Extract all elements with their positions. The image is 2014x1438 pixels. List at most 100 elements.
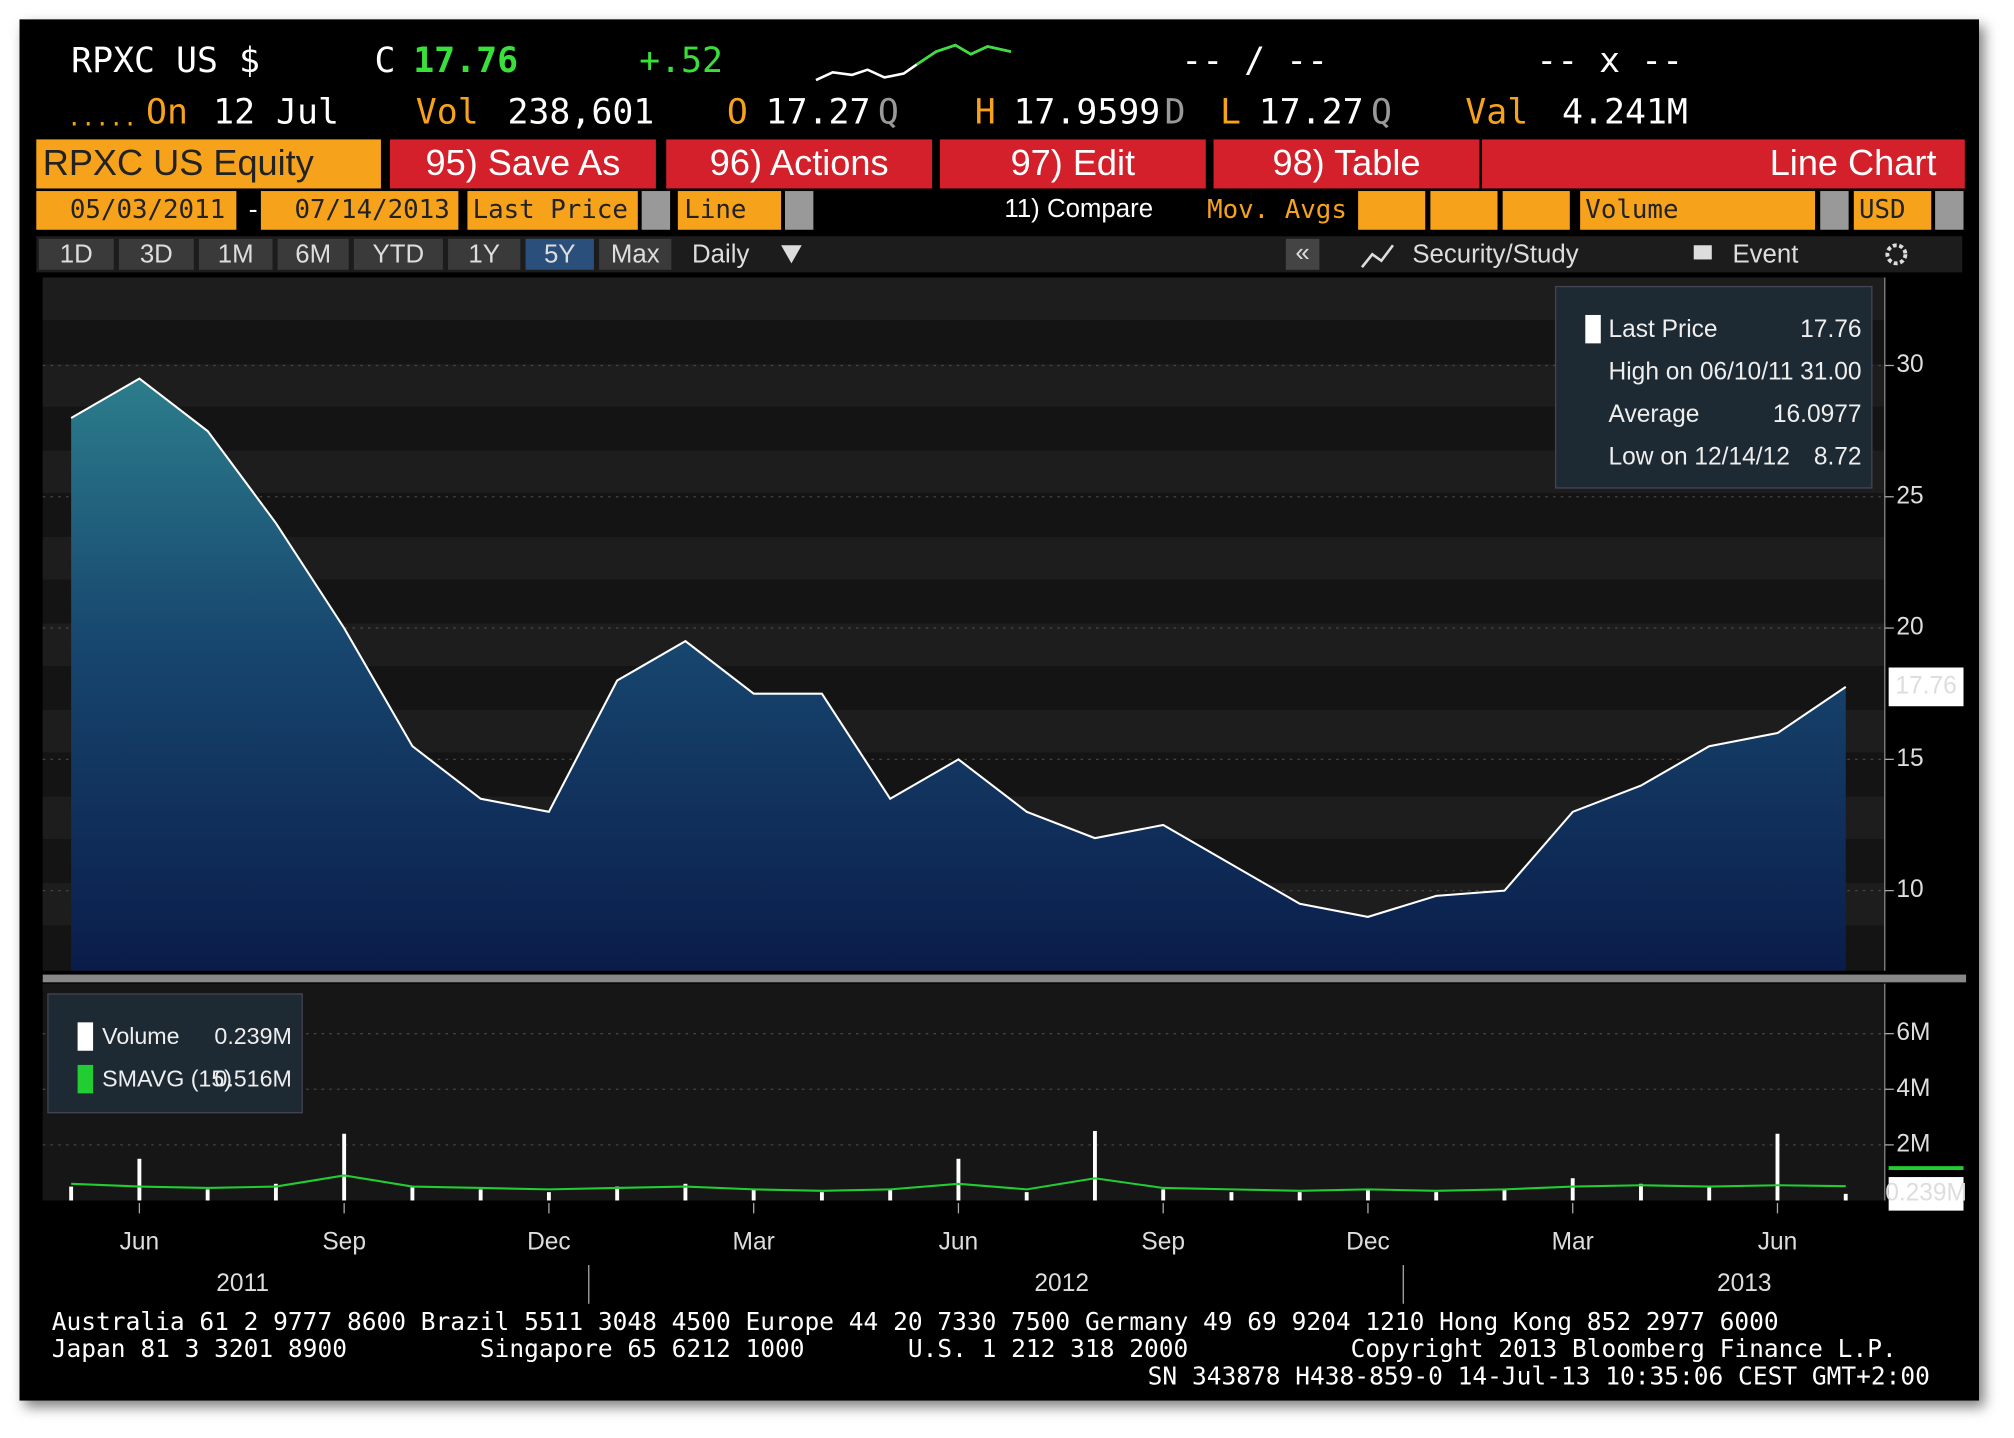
period-tab-label: 6M [295, 240, 331, 268]
settings-icon[interactable] [1885, 243, 1908, 266]
y-tick-label: 15 [1896, 745, 1923, 772]
price-area [71, 378, 1846, 971]
collapse-button[interactable] [1285, 238, 1320, 270]
legend-value: 31.00 [1800, 359, 1861, 386]
pane-divider [42, 974, 1967, 983]
dropdown[interactable] [1820, 191, 1849, 230]
ma-field[interactable] [1430, 191, 1498, 230]
period-tab[interactable] [525, 238, 594, 270]
x-tick-label: Jun [939, 1229, 979, 1256]
volume-bar [1024, 1192, 1029, 1201]
x-tick-label: Mar [733, 1229, 775, 1256]
period-tab[interactable] [277, 238, 349, 270]
y-tick-label: 2M [1896, 1130, 1930, 1157]
lower-study: Volume [1585, 195, 1678, 225]
volume-bar [410, 1186, 415, 1201]
footer-line: Japan 81 3 3201 8900 Singapore 65 6212 1… [52, 1334, 1897, 1363]
dropdown[interactable] [1935, 191, 1964, 230]
style-select[interactable] [677, 191, 782, 230]
legend-value: 16.0977 [1773, 401, 1862, 428]
ma-field[interactable] [1502, 191, 1570, 230]
event-icon [1693, 245, 1712, 260]
dropdown[interactable] [641, 191, 671, 230]
high-source: D [1164, 93, 1185, 133]
volume-bar [205, 1189, 210, 1201]
period-tab[interactable] [38, 238, 114, 270]
volume-bar [956, 1158, 961, 1201]
legend-label: Last Price [1609, 316, 1718, 343]
volume-bar [1639, 1183, 1643, 1201]
toolbar-button[interactable] [666, 139, 933, 189]
security-study[interactable]: Security/Study [1412, 240, 1578, 268]
open: 17.27 [766, 93, 871, 133]
volume-bar [1297, 1192, 1302, 1201]
legend-swatch [77, 1022, 94, 1051]
last-price-label: 17.76 [1895, 672, 1956, 699]
last-volume-tag [1888, 1177, 1964, 1211]
toolbar-button[interactable] [1213, 139, 1480, 189]
lower-select[interactable] [1580, 191, 1816, 230]
currency-select[interactable] [1853, 191, 1932, 230]
footer-line: Australia 61 2 9777 8600 Brazil 5511 304… [52, 1307, 1779, 1336]
high-label: H [975, 93, 996, 133]
volume-bar [1570, 1178, 1575, 1201]
compare[interactable]: 11) Compare [1004, 195, 1153, 223]
frequency[interactable]: Daily [692, 240, 749, 268]
volume-bar [888, 1189, 893, 1201]
dropdown[interactable] [784, 191, 814, 230]
sparkline-recent [915, 43, 1012, 66]
period-tabs: 1D 3D 1M 6M YTD 1Y 5Y Max [38, 238, 672, 270]
smavg-line [71, 1174, 1846, 1192]
event[interactable]: Event [1732, 240, 1798, 268]
start-field[interactable] [36, 191, 237, 230]
period-tab[interactable] [448, 238, 521, 270]
y-tick-label: 4M [1896, 1075, 1930, 1102]
x-tick-label: Jun [120, 1229, 160, 1256]
open-source: Q [878, 93, 899, 133]
volume-pane [42, 983, 1885, 1201]
period-tab-label: Max [611, 240, 660, 268]
ma-field[interactable] [1358, 191, 1426, 230]
volume-bar [1502, 1189, 1507, 1201]
style: Line [684, 195, 746, 225]
legend-swatch [1585, 314, 1601, 344]
period-tab[interactable] [198, 238, 273, 270]
period-tab[interactable] [118, 238, 194, 270]
close-label: C [374, 41, 395, 81]
x-tick-label: Mar [1552, 1229, 1594, 1256]
last-volume-label: 0.239M [1885, 1179, 1967, 1206]
x-tick-label: Sep [1141, 1229, 1185, 1256]
volume-bar [1366, 1189, 1370, 1201]
legend-label: Low on 12/14/12 [1609, 444, 1790, 471]
security-field[interactable] [36, 139, 381, 189]
change: +.52 [639, 41, 723, 81]
field: Last Price [473, 195, 628, 225]
period-tab-label: YTD [373, 240, 425, 268]
value-traded: 4.241M [1562, 93, 1688, 133]
volume-bar [1093, 1130, 1097, 1201]
period-tab[interactable] [599, 238, 672, 270]
y-tick-label: 25 [1896, 482, 1923, 509]
toolbar-button[interactable] [939, 139, 1206, 189]
year-label: 2013 [1717, 1270, 1772, 1297]
period-tab[interactable] [353, 238, 443, 270]
on-date: 12 Jul [213, 93, 339, 133]
price-line [70, 377, 1847, 918]
start-date: 05/03/2011 [70, 195, 225, 225]
volume-bar [1843, 1193, 1848, 1201]
low-label: L [1220, 93, 1241, 133]
price-legend [1554, 285, 1873, 489]
legend-swatch [77, 1064, 94, 1094]
legend-label: High on 06/10/11 [1609, 359, 1794, 386]
toolbar-button[interactable] [389, 139, 656, 189]
volume-bar [819, 1192, 824, 1201]
volume-bar [342, 1133, 347, 1201]
bid-ask: -- / -- [1181, 41, 1328, 81]
volume-bar [546, 1192, 551, 1201]
y-tick-label: 6M [1896, 1019, 1930, 1046]
year-label: 2011 [216, 1270, 269, 1297]
toolbar-button-label: 96) Actions [710, 142, 889, 183]
x-tick-label: Dec [527, 1229, 571, 1256]
end-field[interactable] [260, 191, 459, 230]
field-select[interactable] [467, 191, 638, 230]
